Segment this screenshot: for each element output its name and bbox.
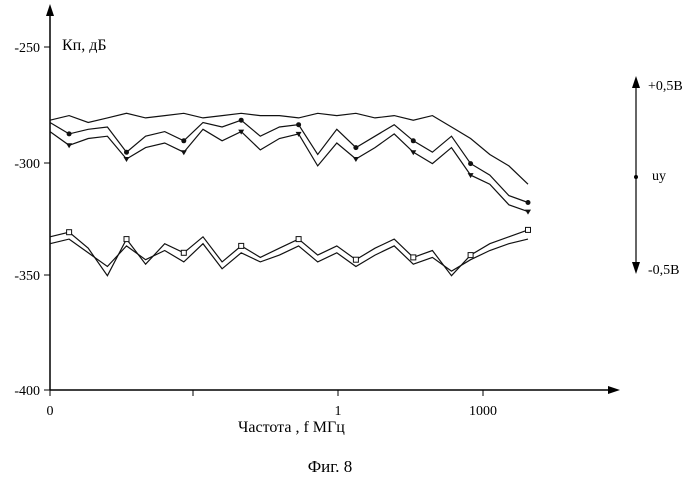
series-3-marker [124, 150, 129, 155]
series-3-marker [181, 138, 186, 143]
series-2-marker [181, 150, 187, 155]
series-2-marker [410, 150, 416, 155]
series-layer [50, 113, 531, 275]
x-axis-label: Частота , f МГц [238, 419, 345, 436]
series-line-1 [50, 113, 528, 184]
series-4-marker [468, 253, 473, 258]
series-3-marker [67, 131, 72, 136]
series-2-marker [353, 157, 359, 162]
series-2-marker [124, 157, 130, 162]
series-3-marker [353, 145, 358, 150]
x-axis-arrow-icon [608, 386, 620, 394]
series-4-marker [181, 250, 186, 255]
control-voltage-bottom-label: -0,5В [648, 263, 680, 278]
control-midpoint-marker [634, 175, 638, 179]
series-3-marker [411, 138, 416, 143]
y-tick-label: -400 [14, 384, 40, 399]
arrow-down-icon [632, 262, 640, 274]
series-3-marker [296, 122, 301, 127]
control-voltage-top-label: +0,5В [648, 79, 683, 94]
control-voltage-label: uу [652, 169, 666, 184]
x-tick-label: 1000 [469, 404, 497, 419]
series-2-marker [525, 210, 531, 215]
figure-caption: Фиг. 8 [308, 457, 353, 476]
series-3-marker [468, 161, 473, 166]
series-4-marker [526, 227, 531, 232]
x-tick-label: 1 [335, 404, 342, 419]
y-axis-arrow-icon [46, 4, 54, 16]
y-tick-label: -250 [14, 41, 40, 56]
series-line-3 [50, 120, 528, 202]
series-3-marker [526, 200, 531, 205]
series-4-marker [296, 237, 301, 242]
series-3-marker [239, 118, 244, 123]
x-tick-label: 0 [47, 404, 54, 419]
y-axis-label: Кп, дБ [62, 37, 107, 54]
series-4-marker [239, 243, 244, 248]
series-2-marker [66, 143, 72, 148]
series-4-marker [353, 257, 358, 262]
series-line-2 [50, 129, 528, 211]
arrow-up-icon [632, 76, 640, 88]
series-4-marker [411, 255, 416, 260]
y-tick-label: -300 [14, 157, 40, 172]
y-tick-label: -350 [14, 269, 40, 284]
series-4-marker [124, 237, 129, 242]
series-4-marker [67, 230, 72, 235]
